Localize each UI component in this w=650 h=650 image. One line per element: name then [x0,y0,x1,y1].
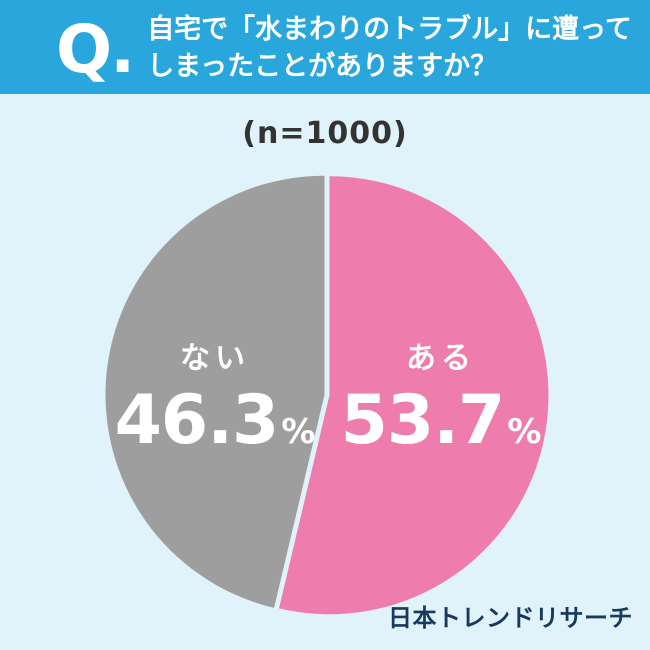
question-header: Q. 自宅で「水まわりのトラブル」に遭って しまったことがありますか？ [0,0,650,94]
pie-slice-0 [279,176,549,615]
sample-size-label: (n=1000) [242,116,408,151]
question-line-2: しまったことがありますか？ [147,51,498,82]
question-text: 自宅で「水まわりのトラブル」に遭って しまったことがありますか？ [147,11,632,85]
q-mark-label: Q. [56,11,135,88]
pie-slice-1 [105,175,325,608]
question-line-1: 自宅で「水まわりのトラブル」に遭って [147,14,632,45]
brand-footer: 日本トレンドリサーチ [388,604,633,632]
